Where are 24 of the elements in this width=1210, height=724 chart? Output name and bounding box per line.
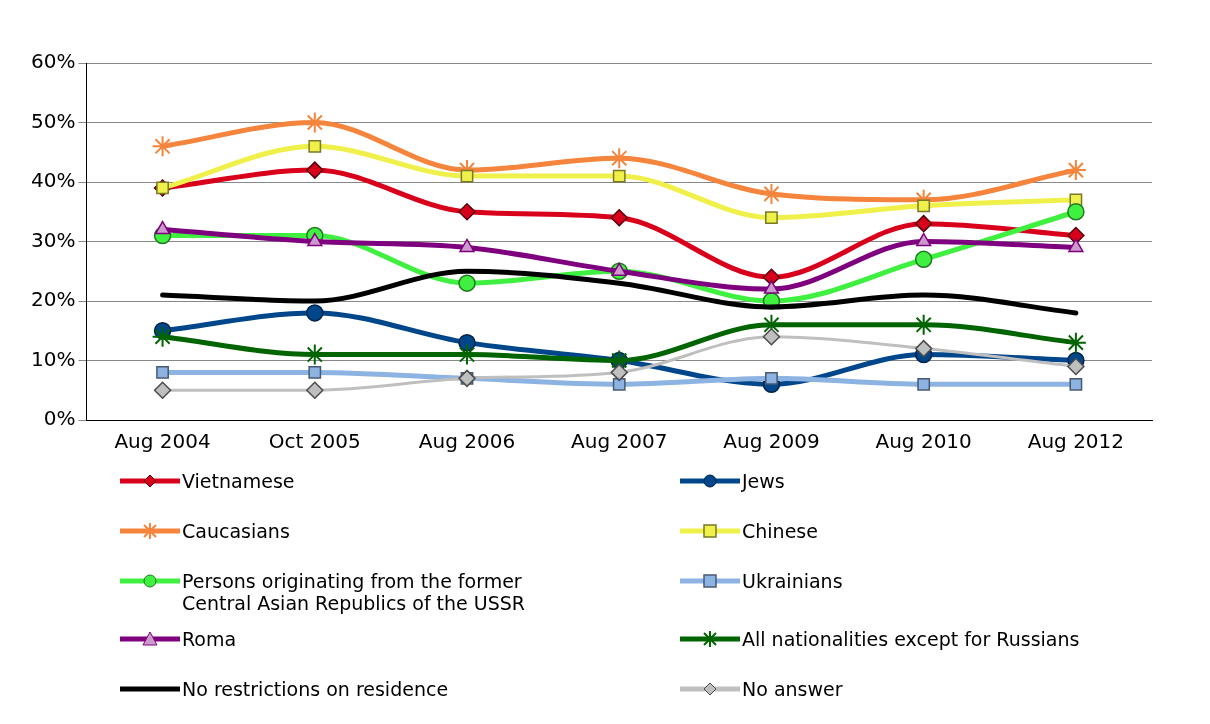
legend-label: No answer	[742, 678, 843, 700]
y-tick-label: 20%	[31, 287, 76, 312]
y-tick-label: 40%	[31, 168, 76, 193]
legend-label: Vietnamese	[182, 470, 295, 492]
x-tick-label: Aug 2007	[571, 429, 668, 454]
y-tick-label: 10%	[31, 346, 76, 371]
x-tick-label: Aug 2006	[418, 429, 516, 454]
y-tick-label: 30%	[31, 227, 76, 252]
legend-label: Caucasians	[182, 520, 290, 542]
legend-label: Chinese	[742, 520, 818, 542]
legend-label: Jews	[742, 470, 785, 492]
y-tick-label: 50%	[31, 108, 76, 133]
x-tick-label: Aug 2010	[875, 429, 972, 454]
legend-label: Persons originating from the former Central Asian Republics of the USSR	[182, 570, 527, 614]
y-tick-label: 0%	[43, 406, 76, 431]
x-tick-label: Aug 2009	[723, 429, 820, 454]
legend-label: Ukrainians	[742, 570, 843, 592]
x-tick-label: Aug 2004	[114, 429, 211, 454]
y-tick-label: 60%	[31, 49, 76, 74]
legend-label: Roma	[182, 628, 237, 650]
legend-label: All nationalities except for Russians	[742, 628, 1080, 650]
x-tick-label: Oct 2005	[268, 429, 361, 454]
x-tick-label: Aug 2012	[1027, 429, 1125, 454]
legend-label: No restrictions on residence	[182, 678, 449, 700]
